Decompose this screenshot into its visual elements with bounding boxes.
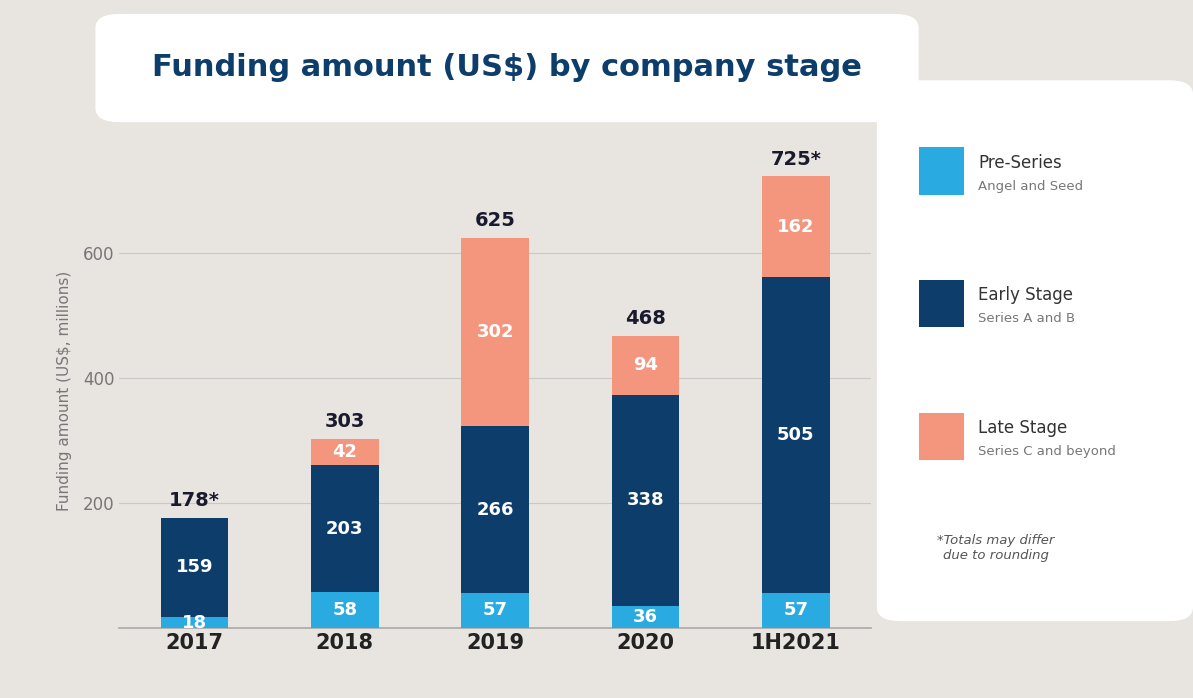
Bar bbox=[462, 238, 528, 426]
Text: 162: 162 bbox=[777, 218, 815, 236]
Text: Late Stage: Late Stage bbox=[978, 419, 1068, 437]
Text: 468: 468 bbox=[625, 309, 666, 329]
Bar bbox=[612, 606, 679, 628]
Text: Early Stage: Early Stage bbox=[978, 286, 1074, 304]
Text: Angel and Seed: Angel and Seed bbox=[978, 180, 1083, 193]
Bar bbox=[311, 465, 378, 592]
Text: 178*: 178* bbox=[169, 491, 220, 510]
Text: Series C and beyond: Series C and beyond bbox=[978, 445, 1117, 458]
Text: Series A and B: Series A and B bbox=[978, 313, 1075, 325]
Text: 42: 42 bbox=[333, 443, 357, 461]
Text: Pre-Series: Pre-Series bbox=[978, 154, 1062, 172]
Text: 303: 303 bbox=[324, 413, 365, 431]
Text: 57: 57 bbox=[784, 602, 808, 619]
Bar bbox=[612, 336, 679, 394]
Bar bbox=[462, 426, 528, 593]
Y-axis label: Funding amount (US$, millions): Funding amount (US$, millions) bbox=[57, 271, 72, 511]
Text: 266: 266 bbox=[476, 500, 514, 519]
Bar bbox=[161, 518, 228, 617]
Bar bbox=[762, 593, 829, 628]
Bar bbox=[762, 277, 829, 593]
Text: 725*: 725* bbox=[771, 149, 821, 168]
Bar bbox=[311, 439, 378, 465]
Bar bbox=[311, 592, 378, 628]
Text: 57: 57 bbox=[483, 602, 507, 619]
Text: 203: 203 bbox=[326, 519, 364, 537]
Text: 18: 18 bbox=[181, 614, 208, 632]
Text: 302: 302 bbox=[476, 323, 514, 341]
Text: 338: 338 bbox=[626, 491, 665, 509]
Text: 58: 58 bbox=[332, 601, 358, 619]
Text: 94: 94 bbox=[633, 356, 657, 374]
Text: *Totals may differ
due to rounding: *Totals may differ due to rounding bbox=[938, 534, 1055, 562]
Bar bbox=[161, 617, 228, 628]
Text: Funding amount (US$) by company stage: Funding amount (US$) by company stage bbox=[152, 52, 863, 82]
Bar bbox=[462, 593, 528, 628]
Text: 625: 625 bbox=[475, 211, 515, 230]
Text: 36: 36 bbox=[633, 608, 657, 626]
Text: 505: 505 bbox=[777, 426, 815, 444]
Text: 159: 159 bbox=[175, 558, 214, 577]
Bar bbox=[762, 176, 829, 277]
Bar bbox=[612, 394, 679, 606]
